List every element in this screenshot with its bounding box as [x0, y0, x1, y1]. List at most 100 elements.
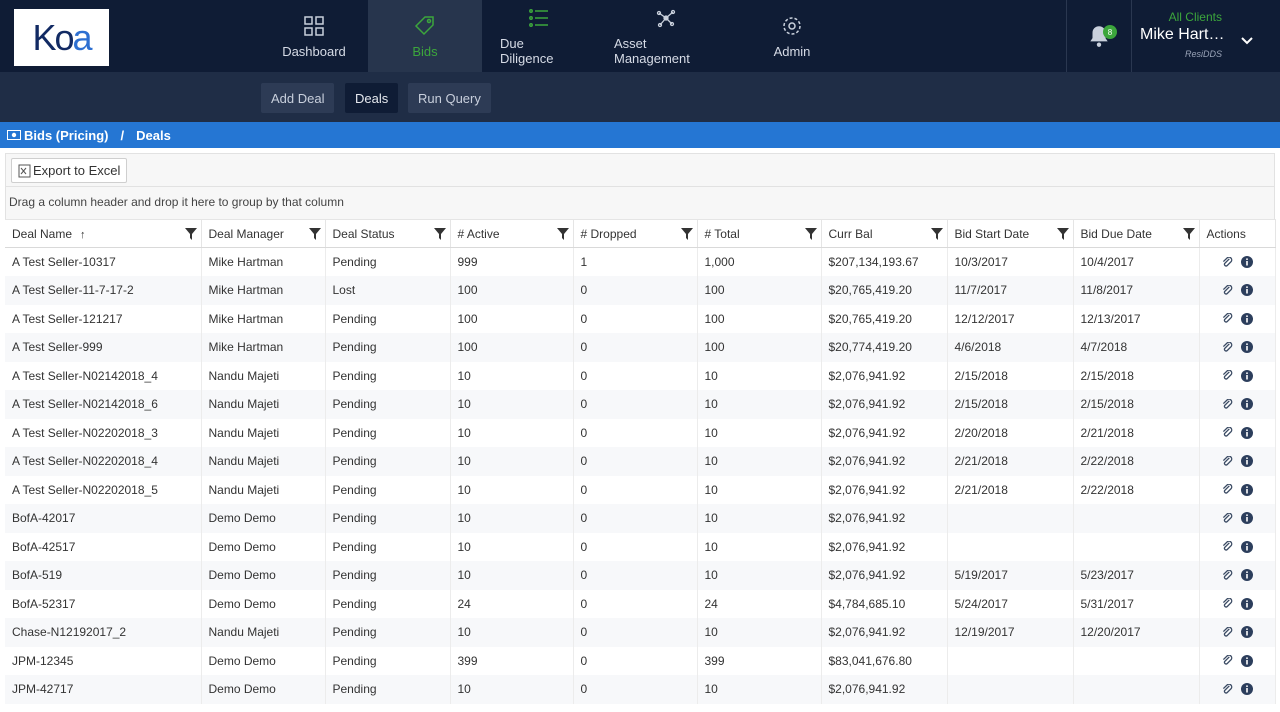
table-row[interactable]: BofA-42517 Demo Demo Pending 10 0 10 $2,076,94…	[5, 532, 1276, 561]
table-row[interactable]: A Test Seller-N02142018_4 Nandu Majeti Pen…	[5, 361, 1276, 390]
paperclip-icon[interactable]	[1222, 484, 1233, 495]
table-row[interactable]: A Test Seller-N02202018_4 Nandu Majeti Pen…	[5, 447, 1276, 476]
col-dropped[interactable]: # Dropped	[573, 219, 698, 248]
nav-bids[interactable]: Bids	[368, 0, 482, 72]
table-cell: 12/13/2017	[1073, 304, 1200, 333]
info-icon[interactable]	[1240, 426, 1253, 439]
table-row[interactable]: BofA-52317 Demo Demo Pending 24 0 24 $4,784,68…	[5, 589, 1276, 618]
info-icon[interactable]	[1240, 312, 1253, 325]
col-deal-manager[interactable]: Deal Manager	[201, 219, 326, 248]
info-icon[interactable]	[1240, 683, 1253, 696]
col-actions: Actions	[1199, 219, 1276, 248]
col-total[interactable]: # Total	[697, 219, 822, 248]
table-cell[interactable]: A Test Seller-N02202018_3	[5, 418, 202, 447]
table-row[interactable]: A Test Seller-N02142018_6 Nandu Majeti Pen…	[5, 390, 1276, 419]
paperclip-icon[interactable]	[1222, 455, 1233, 467]
info-icon[interactable]	[1240, 256, 1253, 268]
info-icon[interactable]	[1240, 512, 1253, 525]
paperclip-icon[interactable]	[1222, 341, 1233, 353]
table-cell[interactable]: BofA-519	[5, 561, 202, 590]
info-icon[interactable]	[1240, 483, 1253, 496]
info-icon[interactable]	[1240, 654, 1253, 667]
table-cell[interactable]: BofA-42517	[5, 532, 202, 561]
info-icon[interactable]	[1240, 284, 1253, 297]
paperclip-icon[interactable]	[1222, 512, 1233, 524]
table-row[interactable]: A Test Seller-N02202018_3 Nandu Majeti Pen…	[5, 418, 1276, 447]
paperclip-icon[interactable]	[1222, 284, 1233, 296]
nav-asset-management[interactable]: Asset Management	[596, 0, 736, 72]
info-icon[interactable]	[1240, 455, 1253, 468]
col-bid-due-date[interactable]: Bid Due Date	[1073, 219, 1200, 248]
filter-icon[interactable]	[556, 228, 569, 240]
nav-due-diligence[interactable]: Due Diligence	[482, 0, 596, 72]
table-row[interactable]: BofA-519 Demo Demo Pending 10 0 10 $2,076,941.…	[5, 561, 1276, 590]
paperclip-icon[interactable]	[1222, 569, 1233, 581]
chevron-down-icon[interactable]	[1240, 34, 1254, 48]
paperclip-icon[interactable]	[1222, 398, 1233, 410]
paperclip-icon[interactable]	[1222, 683, 1233, 695]
table-cell[interactable]: A Test Seller-N02142018_6	[5, 390, 202, 419]
run-query-button[interactable]: Run Query	[408, 83, 491, 113]
info-icon[interactable]	[1240, 569, 1253, 582]
filter-icon[interactable]	[680, 228, 693, 240]
table-row[interactable]: A Test Seller-999 Mike Hartman Pending 100 0…	[5, 333, 1276, 362]
table-cell[interactable]: A Test Seller-N02142018_4	[5, 361, 202, 390]
filter-icon[interactable]	[308, 228, 321, 240]
paperclip-icon[interactable]	[1222, 427, 1233, 438]
table-cell[interactable]: A Test Seller-N02202018_4	[5, 447, 202, 476]
table-row[interactable]: A Test Seller-121217 Mike Hartman Pending 1…	[5, 304, 1276, 333]
paperclip-icon[interactable]	[1222, 598, 1233, 609]
paperclip-icon[interactable]	[1222, 626, 1233, 638]
paperclip-icon[interactable]	[1222, 541, 1233, 552]
export-excel-button[interactable]: Export to Excel	[11, 158, 128, 183]
paperclip-icon[interactable]	[1222, 370, 1233, 381]
filter-icon[interactable]	[930, 228, 943, 240]
table-row[interactable]: Chase-N12192017_2 Nandu Majeti Pending 10 0 1…	[5, 618, 1276, 647]
user-menu[interactable]: All Clients Mike Hart… ResiDDS	[1140, 8, 1265, 68]
nav-dashboard[interactable]: Dashboard	[260, 0, 368, 72]
info-icon[interactable]	[1240, 369, 1253, 382]
table-cell[interactable]: A Test Seller-11-7-17-2	[5, 276, 202, 305]
breadcrumb-root[interactable]: Bids (Pricing)	[24, 127, 109, 143]
info-icon[interactable]	[1240, 341, 1253, 354]
col-deal-status[interactable]: Deal Status	[325, 219, 451, 248]
filter-icon[interactable]	[1182, 228, 1195, 240]
table-row[interactable]: A Test Seller-11-7-17-2 Mike Hartman Lost 1…	[5, 276, 1276, 305]
table-cell[interactable]: A Test Seller-N02202018_5	[5, 475, 202, 504]
col-active[interactable]: # Active	[450, 219, 574, 248]
notifications-button[interactable]: 8	[1066, 0, 1132, 72]
table-cell[interactable]: BofA-52317	[5, 589, 202, 618]
info-icon[interactable]	[1240, 626, 1253, 639]
table-row[interactable]: JPM-12345 Demo Demo Pending 399 0 399 $83,041,…	[5, 646, 1276, 675]
info-icon[interactable]	[1240, 540, 1253, 553]
nav-admin[interactable]: Admin	[736, 0, 848, 72]
table-cell[interactable]: BofA-42017	[5, 504, 202, 533]
filter-icon[interactable]	[433, 228, 446, 240]
koa-logo[interactable]: Koa	[14, 9, 109, 66]
col-bid-start-date[interactable]: Bid Start Date	[947, 219, 1074, 248]
filter-icon[interactable]	[804, 228, 817, 240]
col-deal-name[interactable]: Deal Name ↑	[5, 219, 202, 248]
row-actions	[1199, 618, 1276, 647]
col-curr-bal[interactable]: Curr Bal	[821, 219, 948, 248]
filter-icon[interactable]	[184, 228, 197, 240]
table-row[interactable]: A Test Seller-N02202018_5 Nandu Majeti Pen…	[5, 475, 1276, 504]
info-icon[interactable]	[1240, 597, 1253, 610]
group-by-panel[interactable]: Drag a column header and drop it here to…	[5, 187, 1275, 219]
table-row[interactable]: JPM-42717 Demo Demo Pending 10 0 10 $2,076,941…	[5, 675, 1276, 704]
table-cell[interactable]: A Test Seller-121217	[5, 304, 202, 333]
add-deal-button[interactable]: Add Deal	[261, 83, 335, 113]
table-cell[interactable]: JPM-12345	[5, 646, 202, 675]
paperclip-icon[interactable]	[1222, 655, 1233, 666]
table-cell[interactable]: A Test Seller-999	[5, 333, 202, 362]
table-row[interactable]: A Test Seller-10317 Mike Hartman Pending 99…	[5, 247, 1276, 276]
paperclip-icon[interactable]	[1222, 313, 1233, 324]
filter-icon[interactable]	[1056, 228, 1069, 240]
info-icon[interactable]	[1240, 398, 1253, 411]
deals-button[interactable]: Deals	[345, 83, 399, 113]
table-row[interactable]: BofA-42017 Demo Demo Pending 10 0 10 $2,076,94…	[5, 504, 1276, 533]
table-cell[interactable]: A Test Seller-10317	[5, 247, 202, 276]
table-cell[interactable]: Chase-N12192017_2	[5, 618, 202, 647]
paperclip-icon[interactable]	[1222, 256, 1233, 268]
table-cell[interactable]: JPM-42717	[5, 675, 202, 704]
